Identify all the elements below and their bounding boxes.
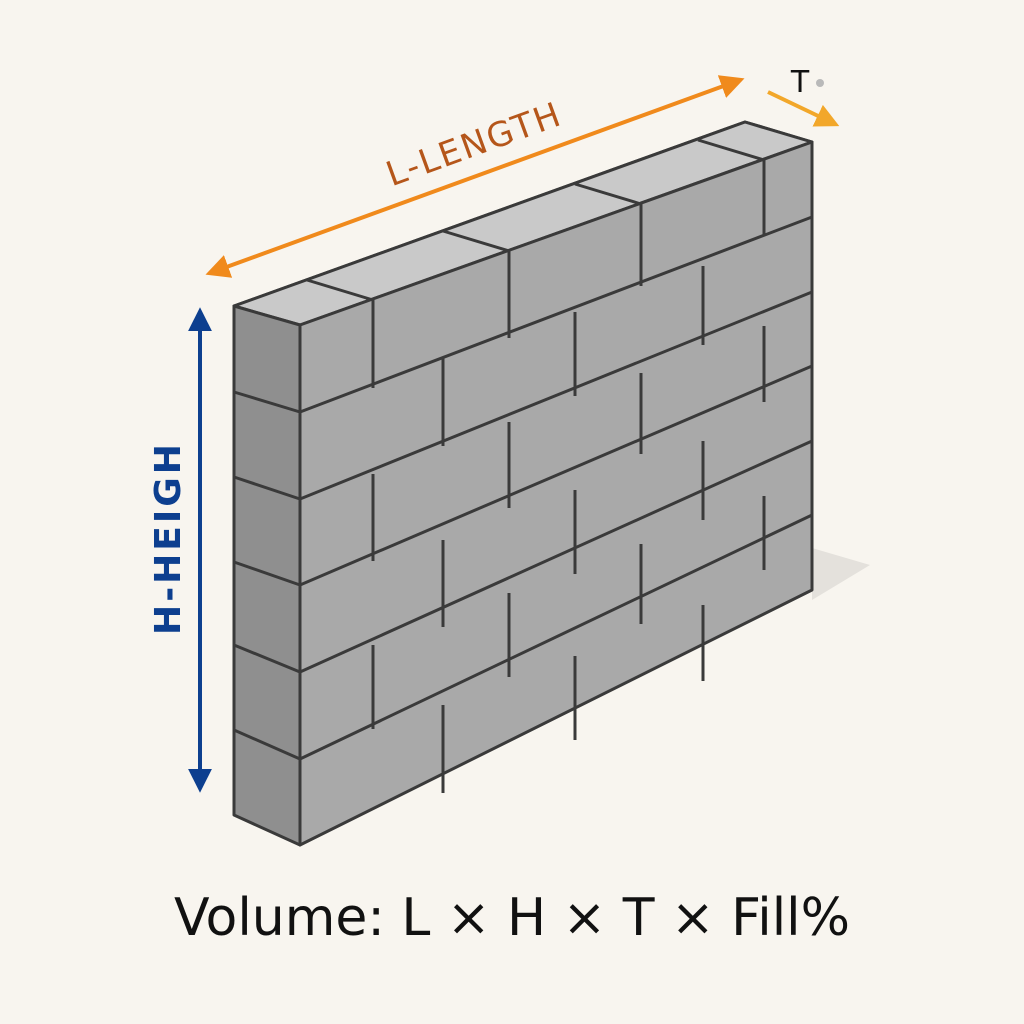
thickness-dot [816, 79, 824, 87]
length-label: L-LENGTH [381, 94, 568, 195]
thickness-arrow [767, 90, 840, 127]
end-course-joints [233, 390, 301, 761]
volume-formula: Volume: L × H × T × Fill% [173, 888, 851, 948]
height-label: H-HEIGH [148, 441, 189, 635]
length-arrow [205, 75, 745, 278]
thickness-label: T [790, 65, 810, 100]
wall-end-face [232, 304, 302, 847]
wall-shadow [812, 548, 870, 600]
